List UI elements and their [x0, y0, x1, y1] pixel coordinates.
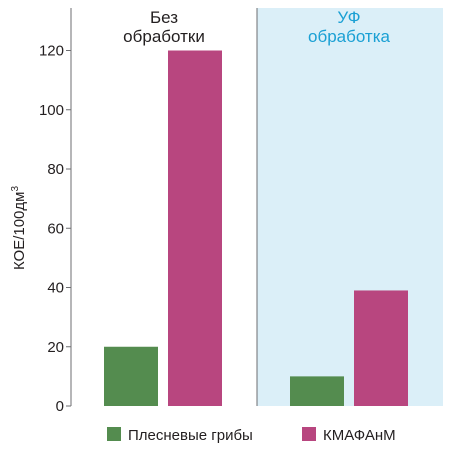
y-tick-label: 80 — [47, 161, 64, 178]
bar-mold-group-2 — [290, 376, 344, 406]
bars — [104, 50, 408, 406]
y-axis-label-text: КОЕ/100дм — [11, 192, 28, 271]
y-tick-label: 40 — [47, 280, 64, 297]
legend-swatch — [107, 427, 121, 441]
y-tick-label: 100 — [39, 102, 64, 119]
legend: Плесневые грибы КМАФАнМ — [107, 427, 396, 444]
y-tick-label: 60 — [47, 220, 64, 237]
y-ticks: 0 20 40 60 80 100 120 — [39, 43, 71, 415]
y-tick-label: 120 — [39, 43, 64, 60]
legend-label: Плесневые грибы — [128, 427, 253, 444]
y-axis-label: КОЕ/100дм3 — [10, 186, 28, 271]
legend-swatch — [302, 427, 316, 441]
group-title-line1: Без — [150, 8, 178, 27]
bar-kmafanm-group-1 — [168, 50, 222, 406]
group-title-line1: УФ — [337, 8, 360, 27]
uv-group-background — [257, 8, 443, 406]
bar-mold-group-1 — [104, 346, 158, 406]
y-axis-label-superscript: 3 — [10, 186, 21, 192]
y-tick-label: 20 — [47, 339, 64, 356]
group-title-line2: обработки — [123, 27, 205, 46]
legend-label: КМАФАнМ — [323, 427, 396, 444]
y-tick-label: 0 — [56, 398, 64, 415]
bar-kmafanm-group-2 — [354, 290, 408, 406]
group-title-line2: обработка — [308, 27, 391, 46]
